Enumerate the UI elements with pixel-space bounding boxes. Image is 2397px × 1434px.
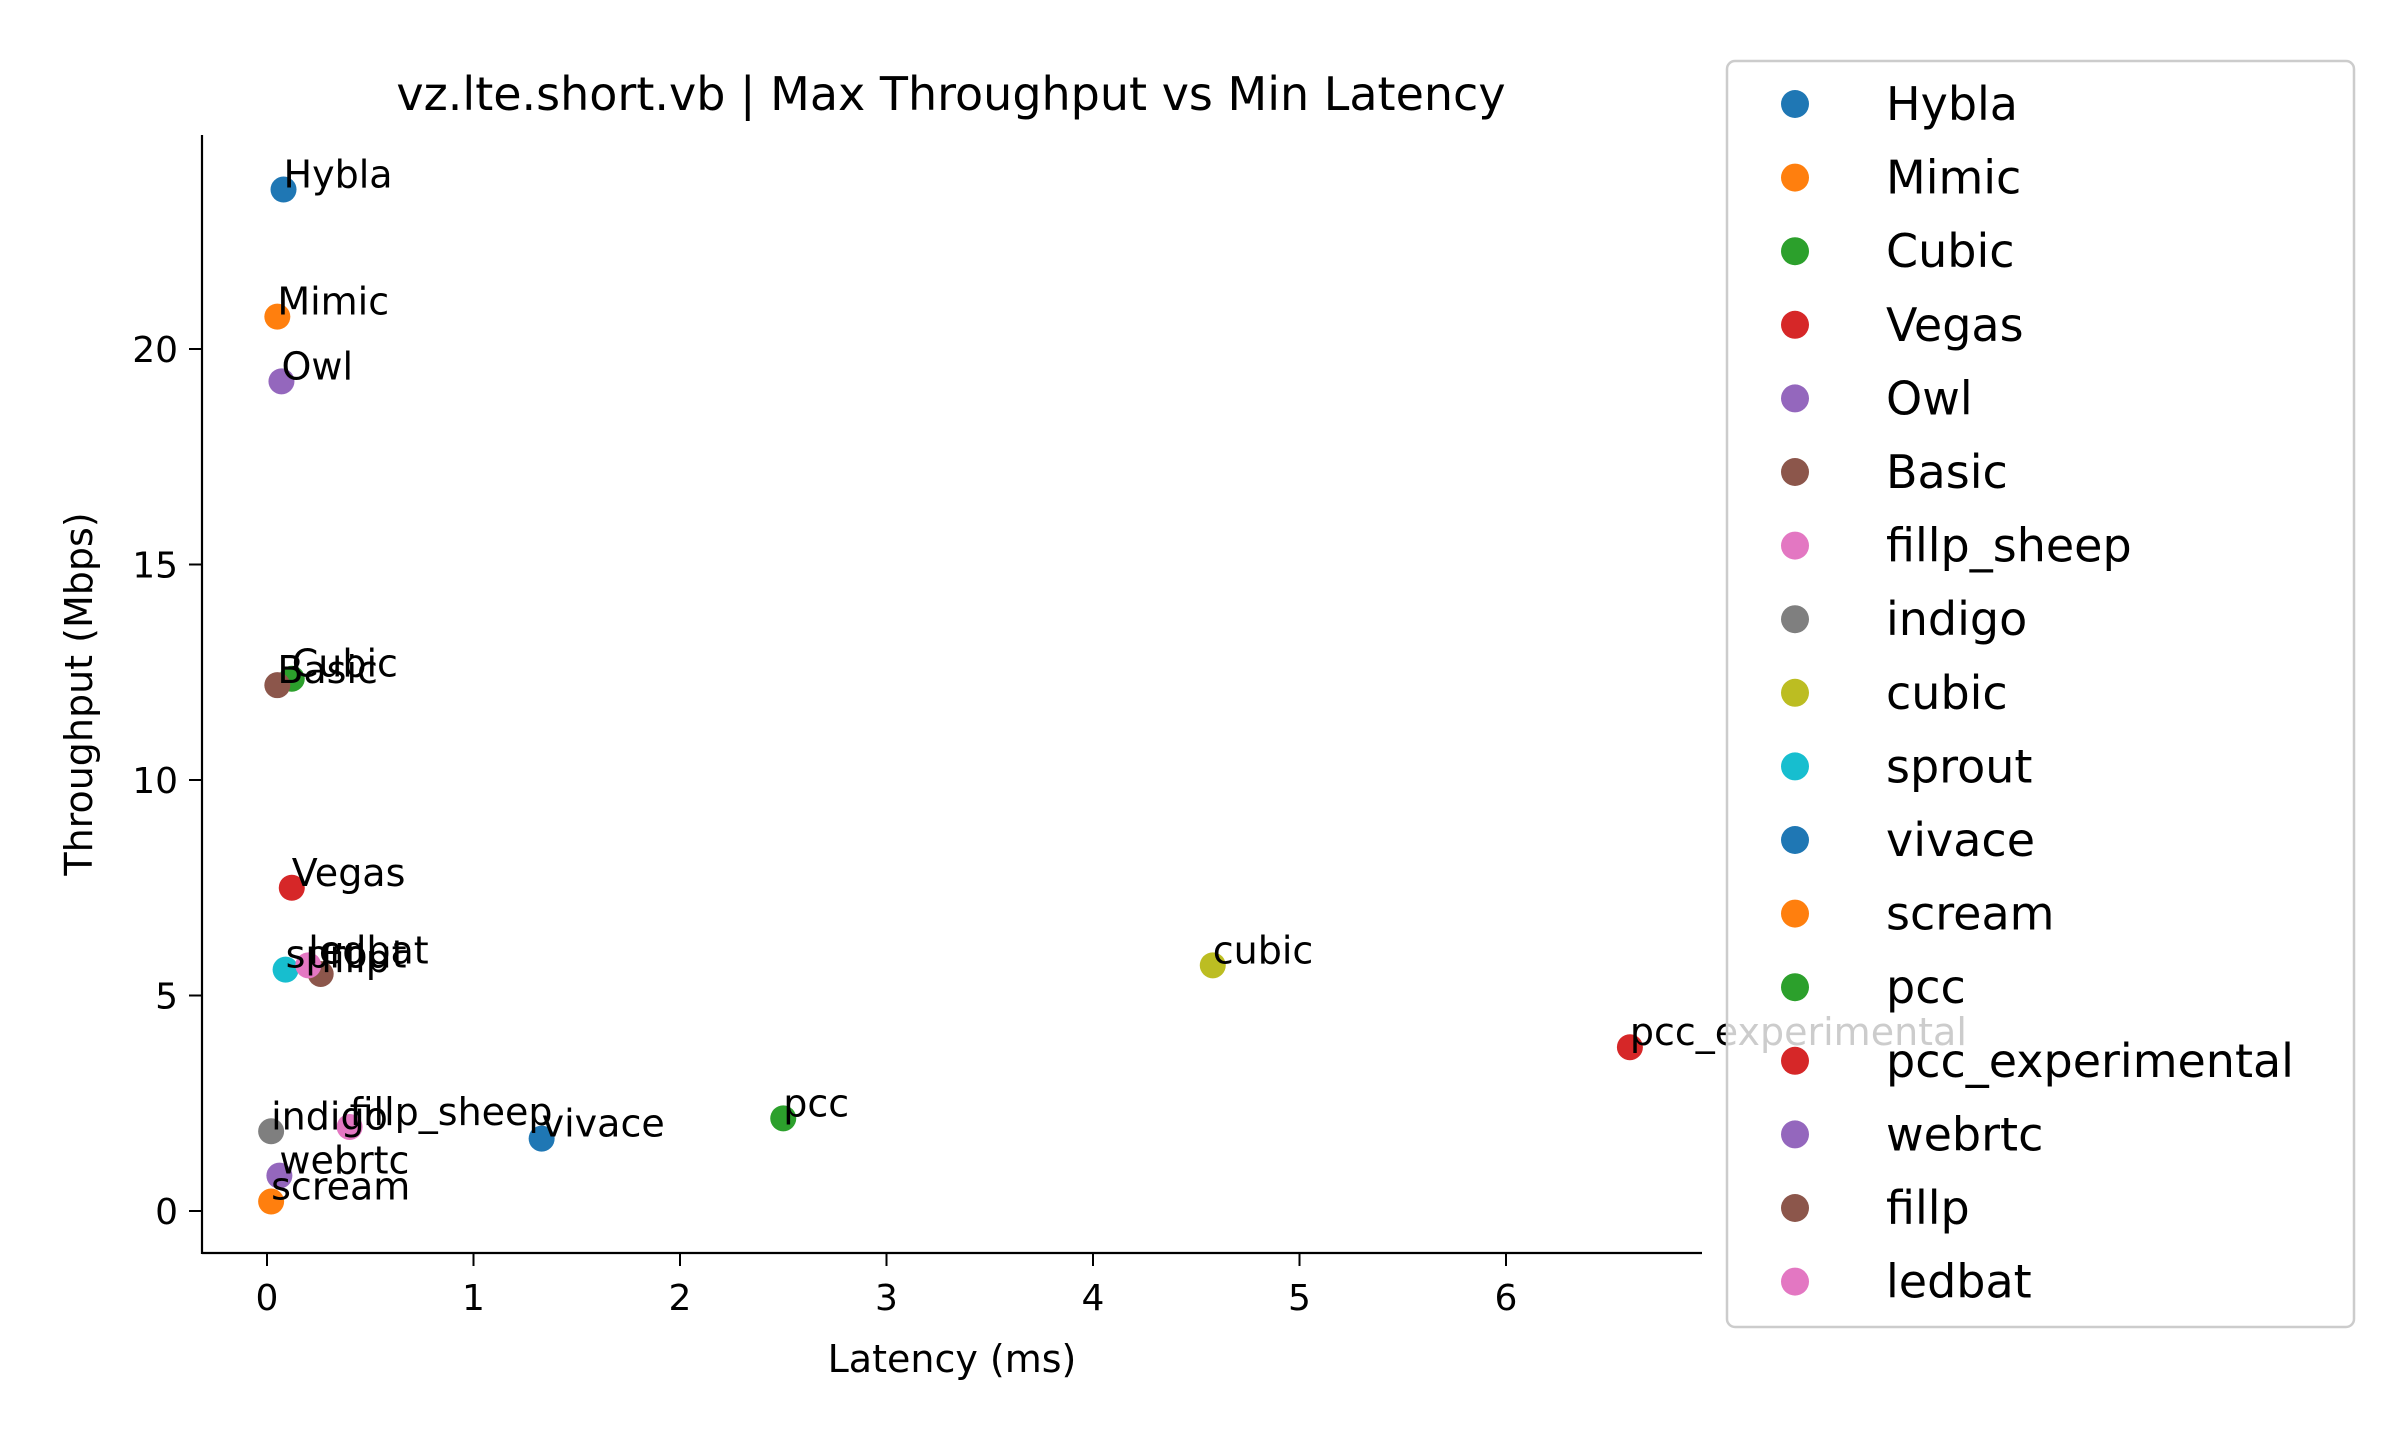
y-tick-label: 10	[132, 761, 178, 802]
y-tick-label: 15	[132, 546, 178, 587]
y-tick-label: 5	[155, 977, 178, 1018]
legend-marker-Basic	[1781, 458, 1809, 486]
y-ticks: 0 5 10 15 20	[132, 330, 202, 1233]
point-label-ledbat: ledbat	[308, 928, 428, 972]
legend-marker-Cubic	[1781, 237, 1809, 266]
legend-marker-Owl	[1781, 384, 1809, 413]
data-point-fillp_sheep	[336, 1113, 363, 1140]
point-labels: Hybla Mimic Cubic Vegas Owl Basic fillp_sheepi…	[271, 153, 1967, 1209]
legend-label-Hybla: Hybla	[1886, 77, 2018, 131]
legend-marker-sprout	[1781, 752, 1809, 781]
legend-label-Basic: Basic	[1886, 445, 2008, 499]
legend-marker-Mimic	[1781, 163, 1809, 192]
legend-marker-Vegas	[1781, 310, 1809, 339]
legend-marker-pcc	[1781, 973, 1809, 1002]
data-point-Basic	[264, 672, 291, 699]
x-tick-label: 3	[875, 1278, 898, 1319]
point-label-Basic: Basic	[277, 648, 378, 692]
data-point-sprout	[272, 956, 299, 983]
point-label-webrtc: webrtc	[279, 1139, 409, 1183]
legend-marker-webrtc	[1781, 1120, 1809, 1149]
data-point-vivace	[528, 1125, 555, 1152]
legend-label-fillp_sheep: fillp_sheep	[1886, 519, 2132, 573]
data-point-Hybla	[270, 176, 297, 203]
x-tick-label: 2	[669, 1278, 692, 1319]
legend-label-pcc: pcc	[1886, 960, 1966, 1014]
x-ticks: 0 1 2 3 4 5 6	[256, 1253, 1518, 1319]
y-tick-label: 0	[155, 1192, 178, 1233]
data-point-cubic	[1199, 952, 1226, 979]
legend-label-indigo: indigo	[1886, 592, 2027, 646]
legend-label-scream: scream	[1886, 887, 2054, 941]
legend-marker-vivace	[1781, 826, 1809, 854]
point-label-Cubic: Cubic	[292, 642, 398, 686]
legend-label-cubic: cubic	[1886, 666, 2008, 720]
legend-label-Cubic: Cubic	[1886, 224, 2015, 278]
point-label-fillp_sheep: fillp_sheep	[350, 1090, 553, 1134]
x-axis-label: Latency (ms)	[828, 1337, 1077, 1381]
point-label-sprout: sprout	[286, 933, 407, 977]
x-tick-label: 5	[1288, 1278, 1311, 1319]
legend: Hybla Mimic Cubic Vegas Owl Basic fillp_sheepi…	[1725, 59, 2356, 1329]
data-point-Vegas	[278, 874, 305, 901]
legend-marker-scream	[1781, 899, 1809, 928]
data-point-pcc	[770, 1105, 797, 1132]
legend-label-fillp: fillp	[1886, 1181, 1970, 1235]
legend-items: Hybla Mimic Cubic Vegas Owl Basic fillp_sheepi…	[1781, 77, 2294, 1309]
legend-marker-ledbat	[1781, 1267, 1809, 1296]
y-axis-label: Throughput (Mbps)	[57, 512, 101, 876]
point-label-Vegas: Vegas	[292, 851, 406, 895]
y-tick-label: 20	[132, 330, 178, 371]
point-label-fillp: fillp	[321, 937, 390, 981]
point-label-pcc: pcc	[783, 1081, 849, 1125]
point-label-vivace: vivace	[542, 1102, 665, 1146]
data-points	[258, 176, 1643, 1215]
data-point-indigo	[258, 1118, 285, 1145]
x-tick-label: 0	[256, 1278, 279, 1319]
point-label-Owl: Owl	[281, 344, 353, 388]
chart-title: vz.lte.short.vb | Max Throughput vs Min …	[396, 67, 1505, 122]
point-label-Mimic: Mimic	[277, 280, 389, 324]
point-label-Hybla: Hybla	[284, 153, 393, 197]
data-point-Owl	[268, 368, 295, 395]
legend-marker-Hybla	[1781, 90, 1809, 118]
x-tick-label: 1	[462, 1278, 485, 1319]
data-point-webrtc	[266, 1162, 293, 1189]
legend-marker-fillp_sheep	[1781, 531, 1809, 560]
legend-marker-cubic	[1781, 678, 1809, 707]
data-point-ledbat	[295, 952, 322, 979]
legend-frame	[1725, 59, 2356, 1329]
x-tick-label: 6	[1495, 1278, 1518, 1319]
legend-label-Owl: Owl	[1886, 371, 1973, 425]
data-point-scream	[258, 1188, 285, 1215]
x-tick-label: 4	[1082, 1278, 1105, 1319]
legend-marker-pcc_experimental	[1781, 1046, 1809, 1075]
legend-label-pcc_experimental: pcc_experimental	[1886, 1034, 2294, 1088]
legend-marker-fillp	[1781, 1194, 1809, 1222]
legend-label-ledbat: ledbat	[1886, 1255, 2032, 1309]
point-label-scream: scream	[271, 1165, 410, 1209]
legend-label-sprout: sprout	[1886, 739, 2032, 793]
point-label-cubic: cubic	[1213, 928, 1314, 972]
data-point-pcc_experimental	[1616, 1034, 1643, 1061]
legend-marker-indigo	[1781, 605, 1809, 634]
legend-label-Vegas: Vegas	[1886, 298, 2024, 352]
point-label-indigo: indigo	[271, 1094, 388, 1138]
legend-label-vivace: vivace	[1886, 813, 2035, 867]
data-point-Mimic	[264, 303, 291, 330]
legend-label-Mimic: Mimic	[1886, 151, 2021, 205]
legend-label-webrtc: webrtc	[1886, 1107, 2043, 1161]
